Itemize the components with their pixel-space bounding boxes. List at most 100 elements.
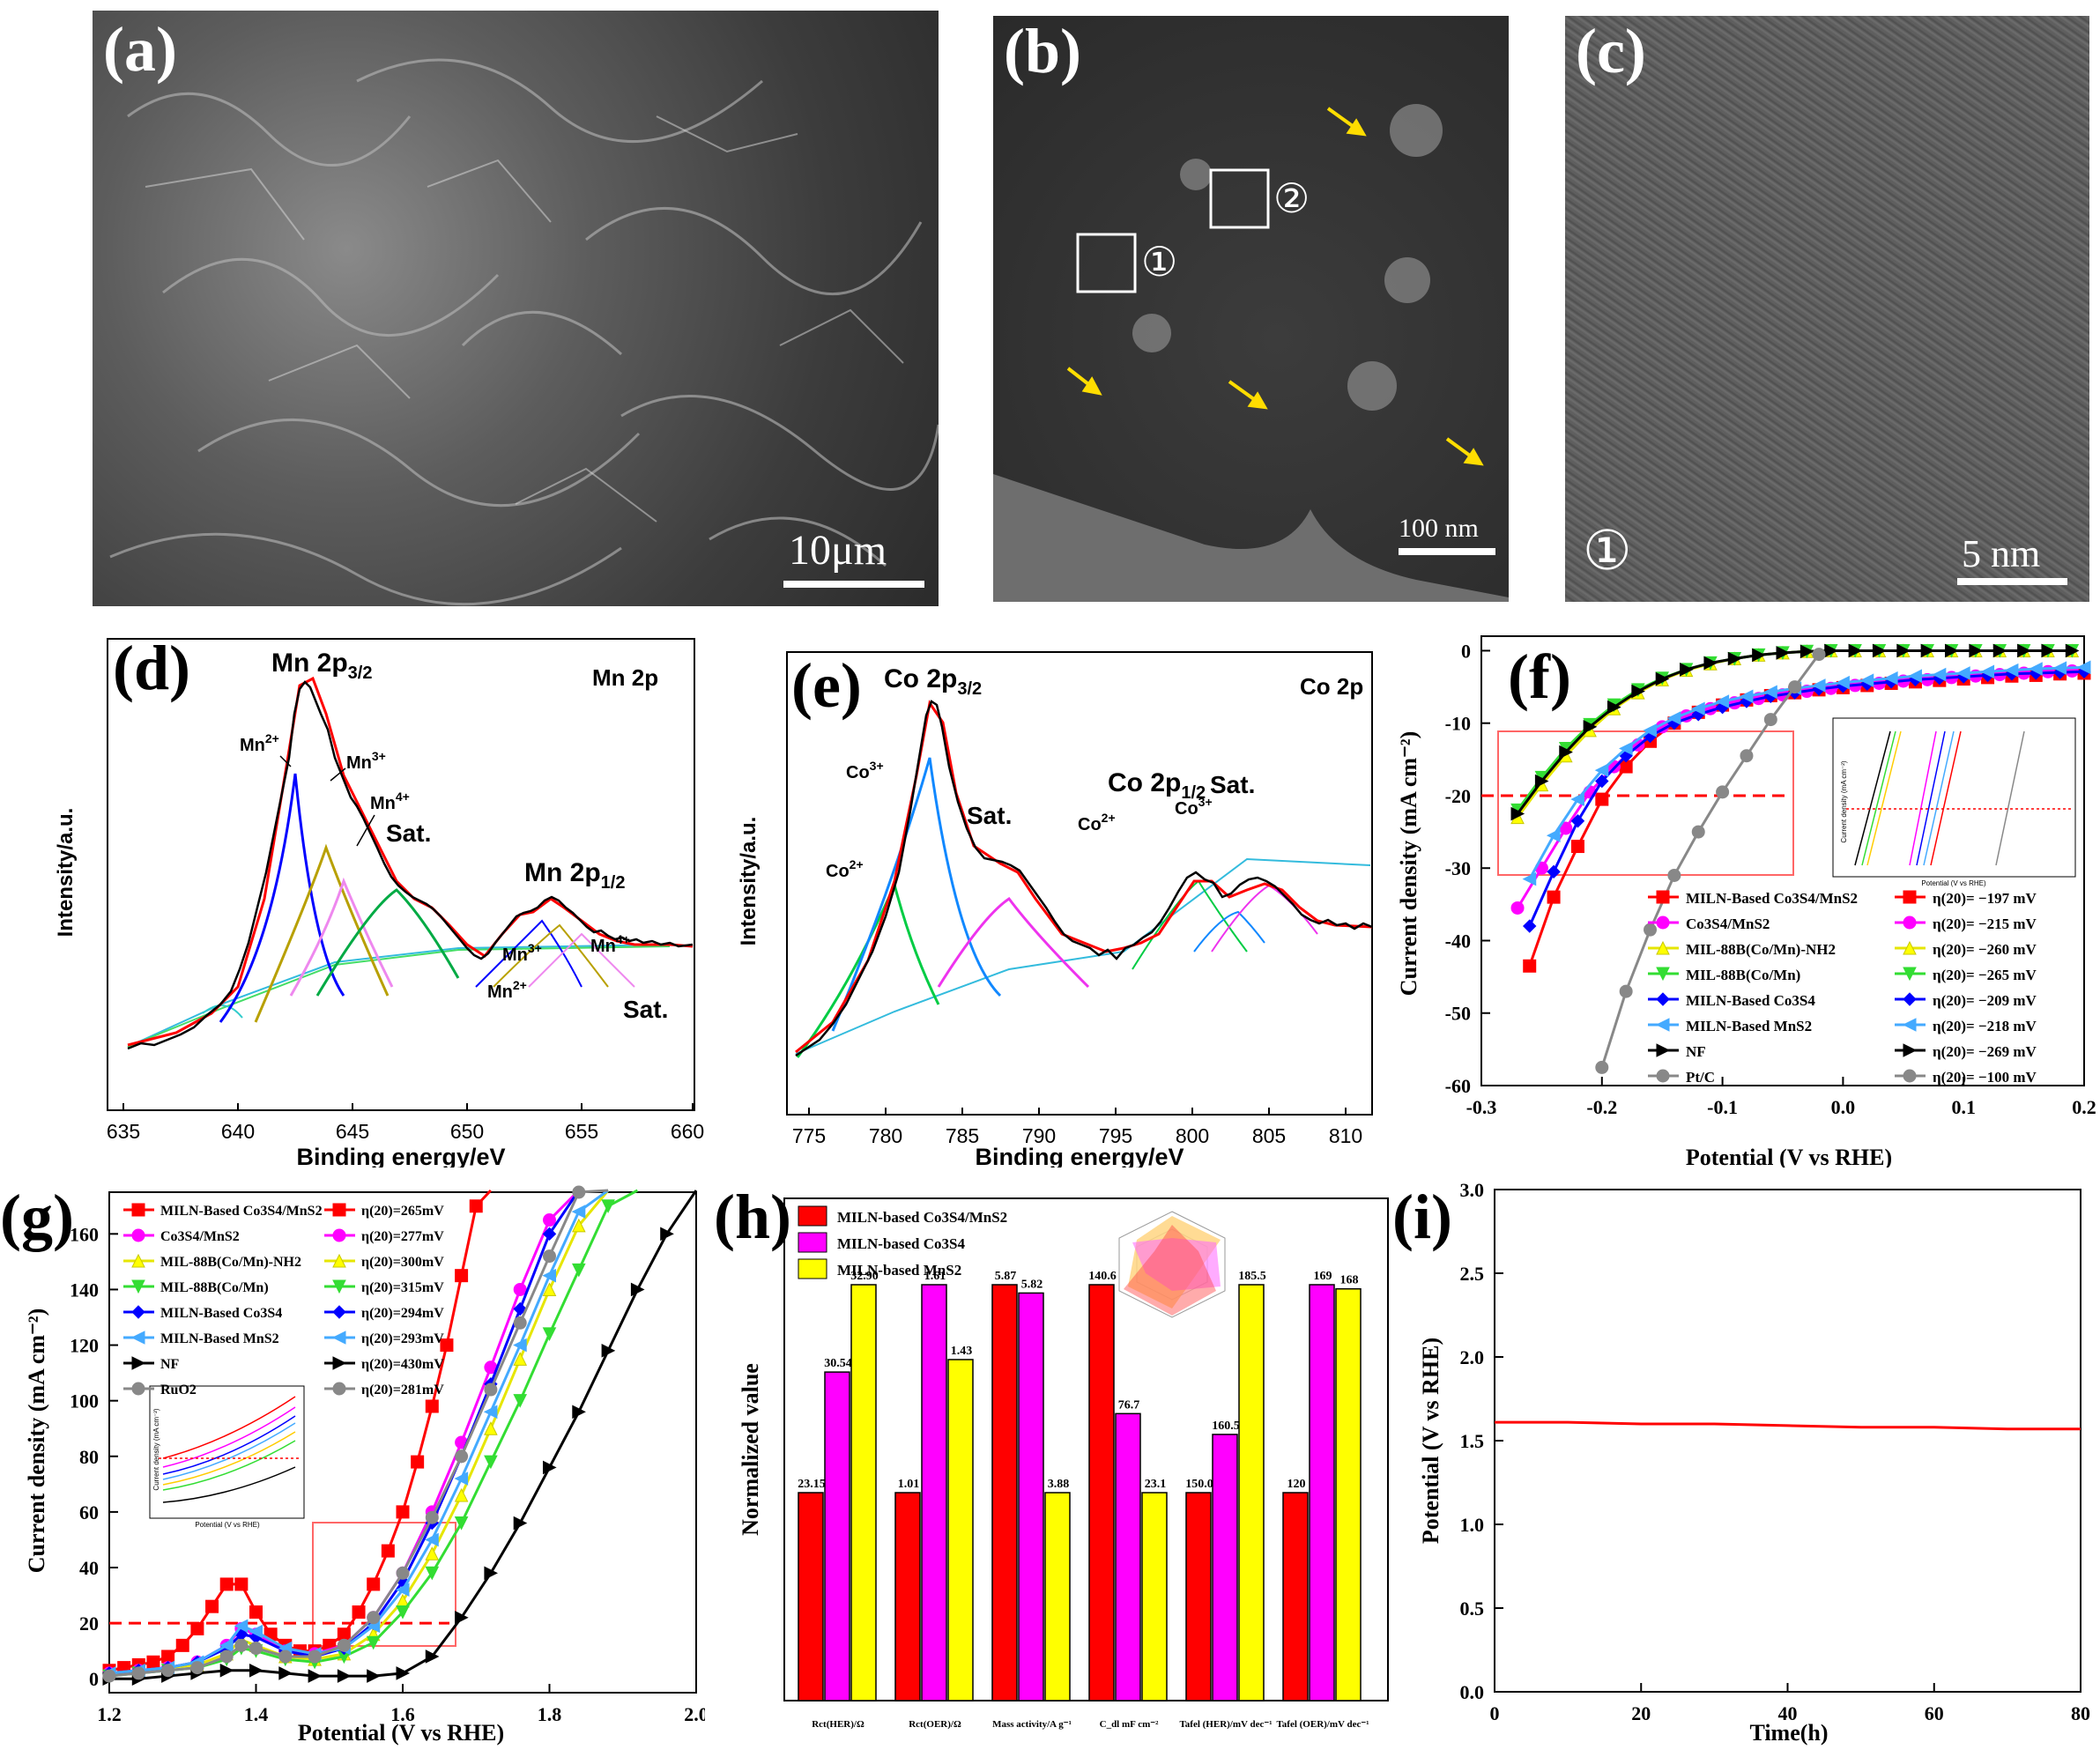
data-point [2076,660,2091,675]
xtick-e: 800 [1176,1124,1209,1147]
data-point [1727,651,1742,666]
data-point [1884,671,1898,686]
legend-marker [1656,992,1670,1006]
legend-marker [130,1331,145,1345]
legend-eta: η(20)= −100 mV [1933,1069,2037,1086]
inset-f-xlabel: Potential (V vs RHE) [1921,879,1986,887]
stability-chart: 0 20 40 60 80 0.0 0.5 1.0 1.5 2.0 2.5 3.0 Time(h) P… [1392,1179,2090,1746]
scale-bar-label-c: 5 nm [1962,532,2041,575]
region-1-label: ① [1141,240,1178,285]
data-point [175,1638,189,1652]
x-tick-label: 1.6 [390,1703,415,1725]
legend-label: MILN-Based Co3S4/MnS2 [1686,890,1858,907]
legend-label: Pt/C [1686,1069,1715,1086]
legend-marker [131,1356,146,1370]
data-point [411,1455,425,1469]
data-point [513,1394,528,1408]
inset-g-curves [159,1396,300,1503]
data-point [1547,890,1561,904]
svg-text:Sat.: Sat. [623,996,668,1023]
data-point [1812,648,1826,662]
legend-marker [332,1382,346,1396]
category-label: Rct(HER)/Ω [812,1719,864,1730]
data-point [1980,664,1995,679]
panel-i-label: (i) [1392,1182,1452,1252]
xps-co2p-panel-e: 775 780 785 790 795 800 805 810 Binding … [718,617,1392,1170]
data-point [513,1338,527,1353]
xtick-d: 645 [336,1120,369,1143]
data-point [1680,663,1694,677]
legend-marker [1656,940,1670,955]
panel-g-label: (g) [0,1182,74,1252]
data-point [381,1544,395,1558]
data-point [190,1621,204,1635]
bar-value-label: 120 [1287,1478,1306,1491]
data-point [1715,694,1730,708]
data-point [396,1505,410,1519]
her-lsv-chart: -0.3 -0.2 -0.1 0.0 0.1 0.2 0 -10 -20 -30 -40 -50 -60… [1396,635,2096,1170]
region-2-label: ② [1273,176,1310,221]
legend-marker [1903,1043,1918,1057]
mn4-peak-fit [289,877,394,997]
legend-marker [332,1305,346,1319]
data-point [1945,643,1959,658]
x-axis-label-i: Time(h) [1749,1720,1828,1746]
plot-frame-e [786,651,1373,1116]
y-tick-label: -20 [1445,785,1471,807]
panel-a-label: (a) [103,14,177,85]
normalized-bar-panel-h: 23.15 30.54 32.90 Rct(HER)/Ω 1.01 1.61 1.43 Rct… [714,1176,1401,1753]
xps-mn2p-chart: 635 640 645 650 655 660 Binding energy/e… [54,633,704,1170]
svg-text:Sat.: Sat. [967,802,1012,829]
data-point [484,1566,499,1581]
stability-panel-i: 0 20 40 60 80 0.0 0.5 1.0 1.5 2.0 2.5 3.0 Time(h) P… [1392,1176,2100,1753]
x-tick-label: 60 [1925,1702,1944,1724]
data-point [513,1352,528,1366]
y-axis-label-g: Current density (mA cm⁻²) [24,1308,49,1574]
panel-e-label: (e) [791,650,862,721]
bar-value-label: 3.88 [1048,1478,1070,1491]
data-point [513,1301,527,1316]
data-point [2004,663,2019,678]
y-tick-label: 20 [79,1612,99,1635]
legend-label: MIL-88B(Co/Mn) [1686,967,1800,983]
scale-bar-c [1957,578,2067,585]
legend-marker [332,1203,346,1217]
xtick-e: 780 [869,1124,902,1147]
y-tick-label: 160 [70,1223,99,1245]
data-point [308,1669,323,1683]
data-point [1595,774,1609,789]
tem-texture-b [993,104,1509,602]
y-tick-label: 1.5 [1460,1430,1485,1452]
data-point [1956,666,1970,680]
y-axis-label-h: Normalized value [738,1363,763,1536]
svg-text:Mn4+: Mn4+ [370,790,410,813]
data-point [1896,643,1911,658]
legend-marker [1903,1069,1917,1083]
yellow-arrow-group [1066,107,1484,466]
data-point [1667,868,1681,882]
data-point [1691,701,1705,716]
y-tick-label: 1.0 [1460,1514,1485,1536]
legend-eta: η(20)=300mV [361,1255,444,1270]
svg-text:Co3+: Co3+ [846,759,884,782]
y-tick-label: 3.0 [1460,1179,1485,1201]
data-point [455,1449,469,1464]
data-point [1969,643,1983,658]
bar-value-label: 150.0 [1185,1478,1213,1491]
x-tick-label: -0.2 [1586,1096,1617,1118]
data-point [337,1627,351,1642]
bar [894,1492,921,1701]
data-point [234,1577,249,1591]
x-tick-label: -0.1 [1707,1096,1738,1118]
xtick-e: 785 [946,1124,979,1147]
x-axis-label-d: Binding energy/eV [296,1144,505,1168]
data-point [1655,671,1670,686]
legend-label: Co3S4/MnS2 [1686,916,1770,932]
y-tick-label: 2.0 [1460,1346,1485,1368]
data-point [425,1399,439,1413]
svg-text:Mn 2p3/2: Mn 2p3/2 [271,649,372,683]
data-point [1836,675,1850,690]
legend-label: MIL-88B(Co/Mn) [160,1280,269,1295]
bar [947,1359,974,1701]
svg-text:Co2+: Co2+ [1078,811,1116,834]
